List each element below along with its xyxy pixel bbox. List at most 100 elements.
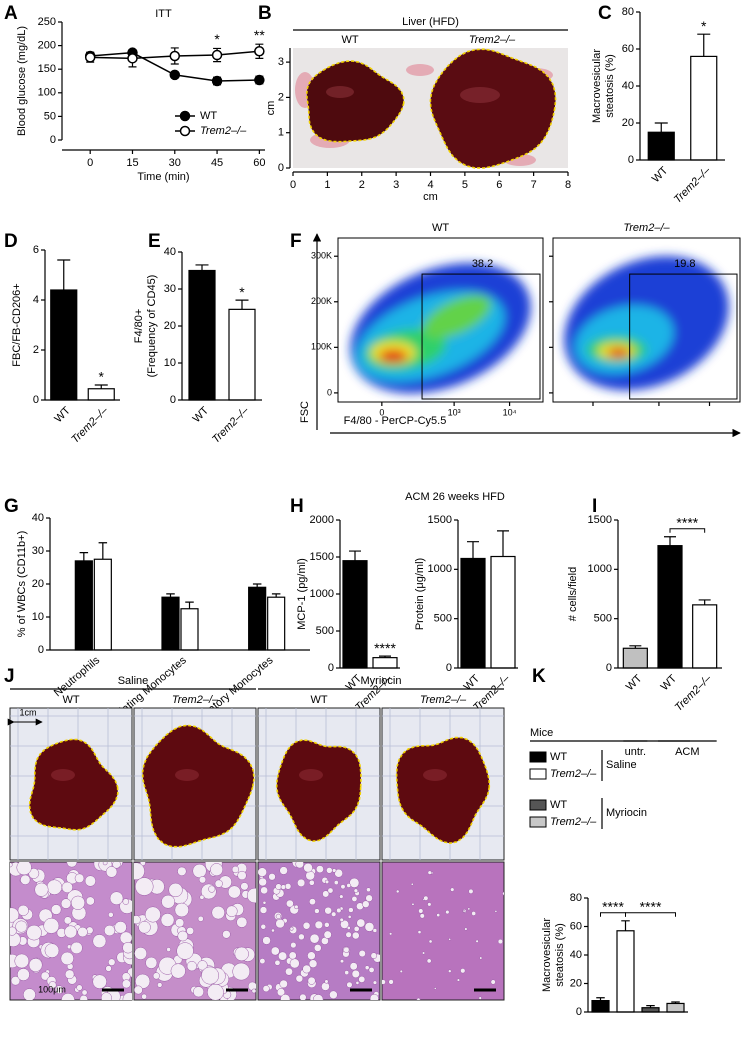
- vacuole: [79, 994, 88, 1000]
- error-bar: [671, 1001, 680, 1004]
- bar: [616, 930, 635, 1013]
- vacuole: [70, 941, 83, 955]
- vacuole: [423, 895, 429, 901]
- vacuole: [100, 992, 112, 1000]
- vacuole: [43, 917, 60, 934]
- plot-title: Trem2–/–: [623, 222, 670, 234]
- vacuole: [285, 899, 294, 908]
- vacuole: [344, 970, 350, 975]
- liver: [429, 48, 557, 169]
- highlight: [299, 769, 323, 781]
- error-bar: [697, 33, 711, 57]
- vacuole: [368, 967, 375, 973]
- genotype-label: Trem2–/–: [172, 694, 219, 706]
- vacuole: [262, 900, 267, 905]
- group-label: untr.: [625, 746, 646, 758]
- error-bar: [98, 542, 108, 560]
- vacuole: [144, 906, 161, 923]
- y-tick-label: 20: [622, 117, 634, 129]
- vacuole: [138, 921, 151, 934]
- vacuole: [331, 911, 337, 917]
- y-tick-label: 100: [38, 87, 56, 99]
- vacuole: [324, 922, 330, 928]
- x-tick-label: WT: [624, 672, 645, 693]
- vacuole: [280, 884, 287, 890]
- vacuole: [260, 886, 268, 895]
- marker: [211, 49, 223, 61]
- y-tick-label: 1500: [588, 514, 612, 526]
- vacuole: [315, 865, 324, 874]
- bar: [342, 560, 368, 669]
- x-tick-label: 30: [169, 157, 181, 169]
- vacuole: [418, 908, 424, 914]
- vacuole: [16, 862, 32, 876]
- vacuole: [372, 928, 378, 933]
- highlight: [460, 87, 500, 103]
- y-axis-label: # cells/field: [567, 567, 579, 621]
- vacuole: [355, 981, 360, 985]
- vacuole: [134, 947, 148, 960]
- y-axis-label: FBC/FB-CD206+: [11, 283, 23, 366]
- y-tick-label: 2: [278, 91, 284, 103]
- vacuole: [157, 982, 163, 988]
- panel-letter: F: [290, 231, 302, 252]
- vacuole: [61, 992, 75, 1000]
- vacuole: [122, 992, 132, 1000]
- y-tick-label: 40: [622, 80, 634, 92]
- vacuole: [323, 930, 332, 939]
- vacuole: [436, 913, 441, 918]
- bar: [692, 604, 718, 669]
- vacuole: [309, 898, 316, 906]
- plot-title: WT: [432, 222, 449, 234]
- vacuole: [346, 981, 353, 988]
- vacuole: [336, 907, 342, 914]
- legend-marker: [179, 125, 191, 137]
- scale-label: 1cm: [19, 707, 36, 717]
- vacuole: [226, 905, 238, 918]
- vacuole: [210, 863, 224, 877]
- marker: [211, 75, 223, 87]
- y-tick-label: 1500: [428, 514, 452, 526]
- vacuole: [369, 993, 379, 1000]
- density-level: [607, 347, 630, 358]
- x-tick-label: Trem2–/–: [210, 404, 252, 446]
- vacuole: [274, 959, 281, 966]
- vacuole: [105, 866, 118, 878]
- vacuole: [410, 882, 414, 886]
- group-label: ACM: [675, 746, 699, 758]
- vacuole: [327, 887, 334, 894]
- vacuole: [326, 867, 333, 874]
- vacuole: [456, 978, 461, 982]
- bar: [490, 555, 516, 669]
- vacuole: [299, 993, 307, 1000]
- y-tick-label: 60: [570, 920, 582, 932]
- vacuole: [302, 964, 312, 974]
- vacuole: [199, 894, 205, 900]
- vacuole: [168, 882, 183, 898]
- vacuole: [295, 862, 305, 869]
- y-tick-label: 30: [164, 283, 176, 295]
- vacuole: [382, 979, 386, 985]
- gate-percentage: 19.8: [674, 258, 695, 270]
- vacuole: [227, 885, 241, 899]
- vacuole: [262, 936, 271, 945]
- significance-bracket: [669, 528, 706, 533]
- vacuole: [303, 862, 313, 873]
- vacuole: [175, 918, 185, 928]
- vacuole: [271, 928, 275, 933]
- vacuole: [388, 979, 394, 985]
- vacuole: [134, 985, 143, 995]
- vacuole: [134, 915, 141, 925]
- vacuole: [464, 927, 468, 931]
- vacuole: [353, 926, 360, 932]
- vacuole: [308, 879, 315, 886]
- marker: [254, 46, 265, 57]
- y-tick-label: 0: [327, 387, 332, 397]
- vacuole: [64, 925, 78, 939]
- vacuole: [298, 933, 305, 941]
- vacuole: [259, 958, 266, 965]
- vacuole: [66, 862, 78, 868]
- y-tick-label: 0: [38, 644, 44, 656]
- legend-label: WT: [200, 110, 217, 122]
- density-level: [422, 295, 492, 339]
